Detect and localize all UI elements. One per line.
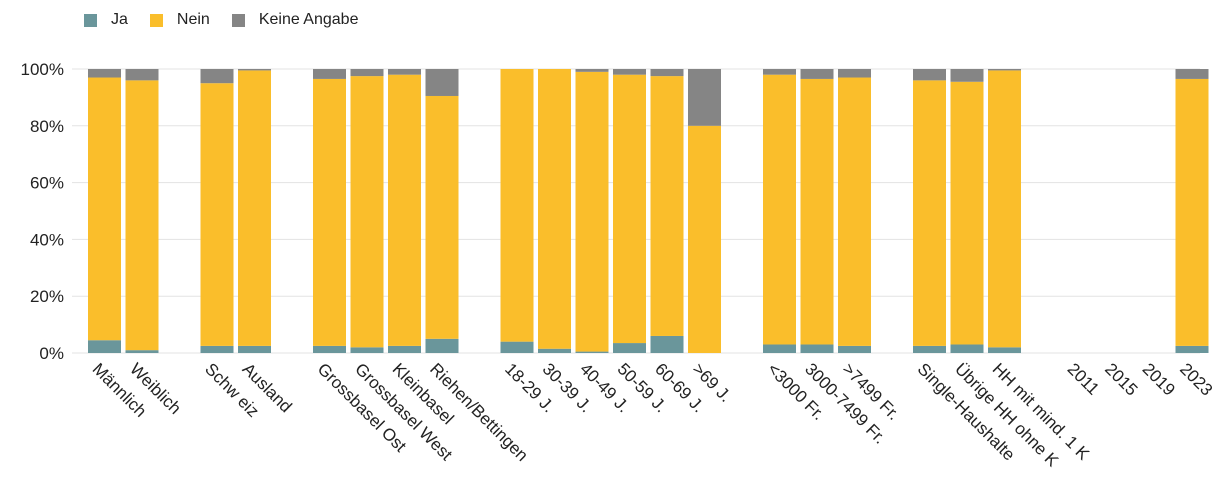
bar-segment (988, 69, 1021, 71)
bar-segment (650, 335, 684, 353)
bar-segment (950, 81, 984, 345)
legend: Ja Nein Keine Angabe (84, 8, 380, 32)
bar-segment (575, 351, 609, 353)
legend-item: Keine Angabe (231, 11, 359, 29)
bar-segment (500, 341, 534, 353)
bar-segment (88, 77, 121, 341)
bar-segment (1175, 78, 1209, 346)
bar-segment (575, 69, 609, 72)
bar-segment (763, 344, 796, 353)
bar-segment (950, 344, 984, 353)
legend-label: Nein (176, 11, 210, 28)
x-tick-label: 2015 (1101, 359, 1141, 399)
legend-swatch (149, 13, 163, 27)
x-tick-label: 2019 (1139, 359, 1179, 399)
bar-segment (800, 344, 834, 353)
legend-swatch (84, 13, 97, 27)
bar-segment (1175, 69, 1209, 79)
bar-segment (688, 69, 721, 126)
y-tick-label: 60% (30, 174, 64, 193)
bar-segment (425, 338, 459, 353)
legend-swatch (231, 13, 245, 27)
bar-segment (313, 345, 346, 353)
bar-segment (538, 69, 571, 349)
bar-segment (313, 78, 346, 346)
y-tick-label: 0% (39, 344, 64, 363)
bar-segment (988, 347, 1021, 353)
bar-segment (500, 69, 534, 342)
bar-segment (988, 70, 1021, 348)
bar-segment (313, 69, 346, 79)
bar-segment (238, 345, 271, 353)
bar-segment (1175, 345, 1209, 353)
legend-label: Keine Angabe (258, 11, 359, 28)
bar-segment (125, 80, 159, 351)
bar-segment (125, 69, 159, 81)
bar-segment (538, 348, 571, 353)
bar-segment (688, 125, 721, 353)
bar-segment (200, 345, 234, 353)
bar-segment (425, 95, 459, 339)
bar-segment (238, 70, 271, 346)
y-tick-label: 40% (30, 230, 64, 249)
legend-label: Ja (111, 11, 128, 28)
bar-segment (238, 69, 271, 71)
bar-segment (575, 71, 609, 352)
bar-segment (650, 76, 684, 336)
y-tick-label: 80% (30, 117, 64, 136)
bar-segment (838, 69, 871, 78)
bar-segment (650, 69, 684, 77)
bar-segment (913, 69, 946, 81)
bar-segment (200, 83, 234, 346)
bar-segment (388, 74, 421, 346)
bar-segment (350, 69, 384, 77)
bar-segment (613, 74, 646, 344)
bar-segment (425, 69, 459, 96)
bar-segment (763, 69, 796, 75)
bar-segment (913, 80, 946, 346)
bar-segment (613, 343, 646, 353)
legend-item: Ja (84, 11, 128, 29)
bar-segment (200, 69, 234, 84)
bar-segment (613, 69, 646, 75)
x-tick-label: 2011 (1064, 359, 1103, 398)
bar-segment (763, 74, 796, 345)
bar-segment (838, 77, 871, 346)
bar-segment (125, 350, 159, 353)
bar-segment (950, 69, 984, 82)
bar-segment (800, 69, 834, 79)
bar-segment (350, 347, 384, 353)
x-tick-label: 2023 (1176, 359, 1215, 399)
bar-segment (388, 345, 421, 353)
legend-item: Nein (149, 11, 210, 29)
bar-segment (800, 78, 834, 345)
bar-segment (838, 345, 871, 353)
y-tick-label: 20% (30, 287, 64, 306)
bar-segment (88, 69, 121, 78)
bar-segment (388, 69, 421, 75)
bar-segment (88, 340, 121, 353)
bar-segment (350, 76, 384, 348)
y-tick-label: 100% (21, 60, 64, 79)
bar-segment (913, 345, 946, 353)
